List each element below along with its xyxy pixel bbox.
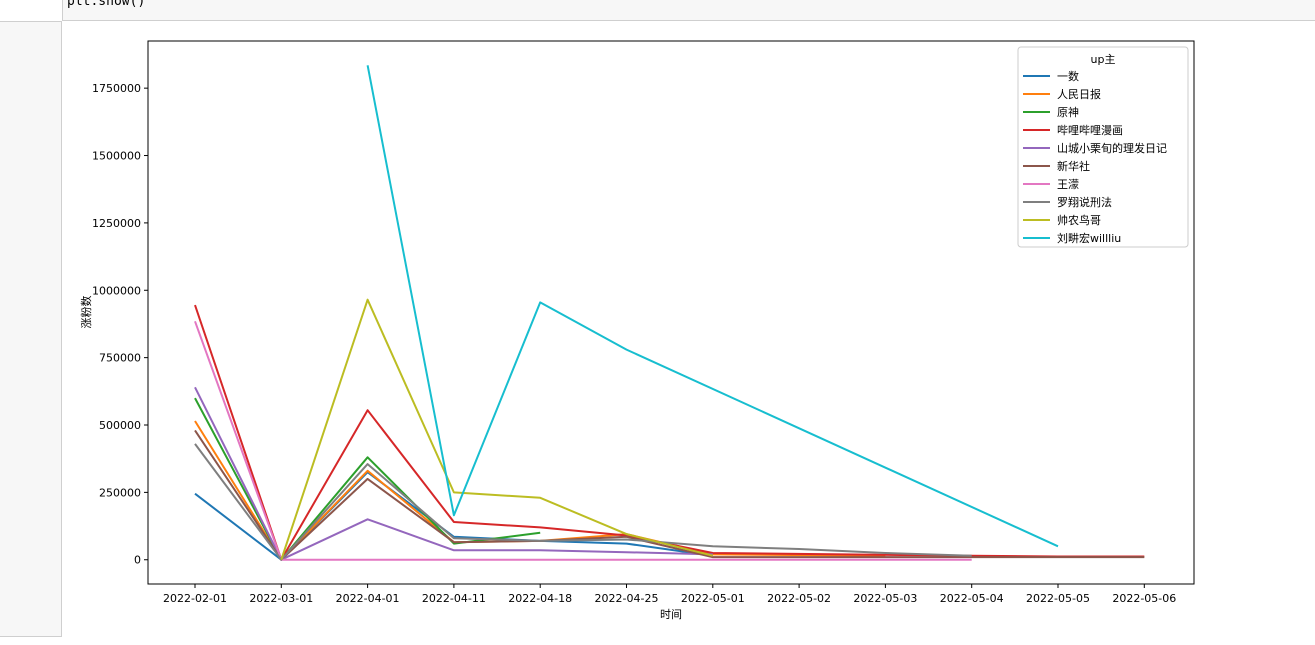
y-tick-label: 750000 [99,352,141,365]
legend: up主 一数人民日报原神哔哩哔哩漫画山城小栗旬的理发日记新华社王濛罗翔说刑法帅农… [1017,46,1189,248]
cell-output: 0 250000 500000 750000 1000000 1250000 1500000… [62,21,1315,641]
y-tick-label: 500000 [99,419,141,432]
x-tick-label: 2022-05-04 [940,592,1004,605]
legend-entry-label: 帅农鸟哥 [1057,213,1101,227]
legend-entry-label: 罗翔说刑法 [1057,195,1112,209]
legend-box [1017,46,1189,248]
legend-entry-label: 哔哩哔哩漫画 [1057,123,1123,137]
series-line [194,320,972,561]
code-line: plt.show() [67,0,146,9]
x-tick-label: 2022-04-11 [422,592,486,605]
series-line [366,65,1059,548]
legend-entry-label: 刘畊宏willliu [1057,231,1121,245]
legend-entry-label: 原神 [1057,105,1079,119]
x-tick-label: 2022-03-01 [249,592,313,605]
x-tick-label: 2022-05-01 [681,592,745,605]
x-axis: 2022-02-01 2022-03-01 2022-04-01 2022-04-11… [163,584,1176,605]
x-tick-label: 2022-04-18 [508,592,572,605]
line-chart: 0 250000 500000 750000 1000000 1250000 1500000… [80,40,1195,621]
legend-entry-label: 王濛 [1057,178,1079,191]
legend-title: up主 [1091,53,1116,66]
output-prompt-area [0,21,62,637]
legend-entry-label: 一数 [1057,70,1079,83]
y-tick-label: 250000 [99,486,141,499]
series-line [194,443,972,561]
y-tick-label: 0 [134,554,141,567]
plot-frame [147,40,1195,585]
x-tick-label: 2022-05-05 [1026,592,1090,605]
x-tick-label: 2022-05-06 [1112,592,1176,605]
code-cell[interactable]: plt.show() [62,0,1315,21]
x-tick-label: 2022-05-02 [767,592,831,605]
x-tick-label: 2022-02-01 [163,592,227,605]
series-line [280,298,714,561]
y-tick-label: 1000000 [92,284,141,297]
x-tick-label: 2022-04-25 [595,592,659,605]
y-axis-label: 涨粉数 [80,296,93,329]
y-tick-label: 1500000 [92,150,141,163]
x-tick-label: 2022-04-01 [336,592,400,605]
series-layer [194,65,1145,561]
x-axis-label: 时间 [660,608,682,621]
legend-entry-label: 山城小栗旬的理发日记 [1057,141,1167,155]
y-tick-label: 1250000 [92,217,141,230]
legend-entry-label: 人民日报 [1057,87,1101,101]
x-tick-label: 2022-05-03 [853,592,917,605]
series-line [194,429,1145,561]
legend-entry-label: 新华社 [1057,159,1090,173]
y-axis: 0 250000 500000 750000 1000000 1250000 1500000… [92,82,148,567]
y-tick-label: 1750000 [92,82,141,95]
